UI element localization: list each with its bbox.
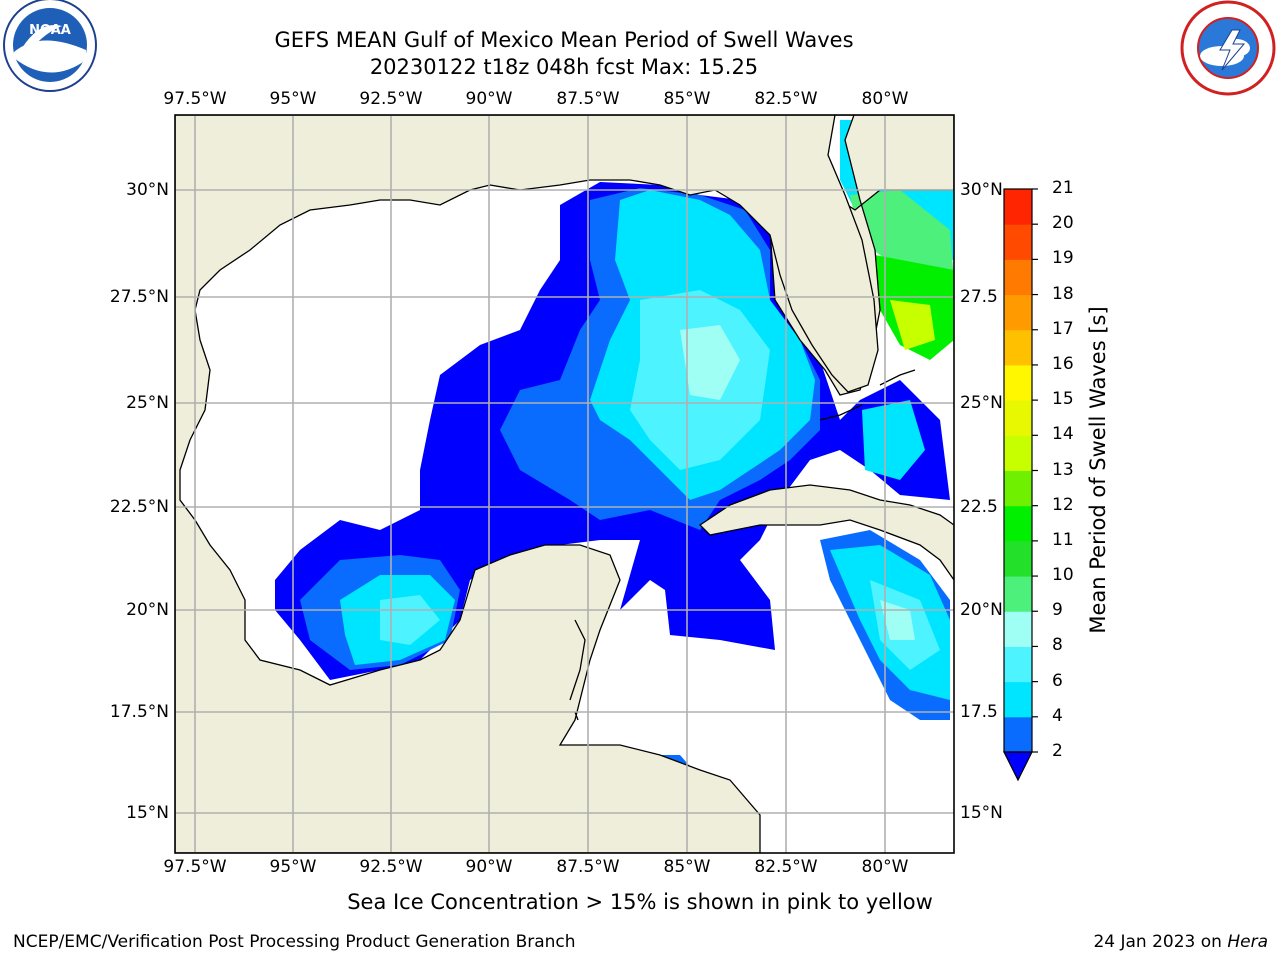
colorbar-bin bbox=[1004, 294, 1032, 331]
national-weather-service-logo bbox=[1180, 0, 1276, 96]
colorbar-bin bbox=[1004, 505, 1032, 542]
land-yucatan-belize-coast bbox=[569, 619, 586, 721]
render-host: Hera bbox=[1227, 932, 1268, 952]
land-florida-keys bbox=[819, 369, 916, 421]
lat-label-left: 25°N bbox=[126, 393, 169, 413]
lon-label-bottom: 80°W bbox=[861, 857, 909, 877]
colorbar-bin bbox=[1004, 259, 1032, 296]
colorbar-bin bbox=[1004, 646, 1032, 683]
colorbar-bin bbox=[1004, 576, 1032, 612]
colorbar-tick-label: 12 bbox=[1052, 494, 1074, 515]
colorbar-tick-label: 15 bbox=[1052, 389, 1074, 410]
lat-label-right: 15°N bbox=[960, 803, 1003, 823]
colorbar-tick-label: 8 bbox=[1052, 635, 1063, 656]
lon-label-top: 95°W bbox=[269, 89, 317, 109]
colorbar-tick-label: 16 bbox=[1052, 353, 1074, 374]
swell-field-4-6s bbox=[340, 120, 954, 772]
lon-label-bottom: 92.5°W bbox=[359, 857, 423, 877]
lat-label-right: 20°N bbox=[960, 600, 1003, 620]
lon-label-bottom: 95°W bbox=[269, 857, 317, 877]
lon-label-bottom: 90°W bbox=[465, 857, 513, 877]
colorbar-label: Mean Period of Swell Waves [s] bbox=[1086, 306, 1110, 634]
lon-label-top: 92.5°W bbox=[359, 89, 423, 109]
map-gridlines bbox=[175, 115, 954, 853]
swell-field-12-14s bbox=[890, 300, 935, 350]
lat-label-right: 22.5 bbox=[960, 497, 998, 517]
lat-label-right: 17.5 bbox=[960, 702, 998, 722]
noaa-logo: NOAA bbox=[3, 0, 97, 92]
map-panel bbox=[174, 114, 955, 854]
lat-label-left: 27.5°N bbox=[109, 287, 169, 307]
swell-field-6-8s bbox=[380, 290, 940, 670]
colorbar-tick-label: 11 bbox=[1052, 529, 1074, 550]
lon-label-top: 97.5°W bbox=[163, 89, 227, 109]
colorbar-tick-label: 20 bbox=[1052, 213, 1074, 234]
colorbar-bin bbox=[1004, 329, 1032, 366]
map-title: GEFS MEAN Gulf of Mexico Mean Period of … bbox=[274, 28, 854, 52]
colorbar-bin bbox=[1004, 681, 1032, 718]
lat-label-left: 22.5°N bbox=[109, 497, 169, 517]
noaa-logo-text: NOAA bbox=[29, 23, 71, 38]
sea-ice-note-text: Sea Ice Concentration > 15% is shown in … bbox=[347, 890, 933, 914]
colorbar-tick-label: 21 bbox=[1052, 178, 1074, 198]
lat-label-left: 20°N bbox=[126, 600, 169, 620]
lat-label-right: 25°N bbox=[960, 393, 1003, 413]
colorbar-extend-min bbox=[1003, 751, 1033, 782]
colorbar-tick-label: 18 bbox=[1052, 283, 1074, 304]
colorbar-tick-label: 9 bbox=[1052, 600, 1063, 621]
colorbar-tick-label: 13 bbox=[1052, 459, 1074, 480]
map-frame bbox=[174, 114, 955, 854]
colorbar-bin bbox=[1004, 435, 1032, 471]
render-date-text: 24 Jan 2023 on bbox=[1093, 932, 1222, 952]
colorbar-tick-label: 17 bbox=[1052, 318, 1074, 339]
colorbar-tick-label: 10 bbox=[1052, 565, 1074, 586]
lat-label-right: 30°N bbox=[960, 180, 1003, 200]
colorbar-bin bbox=[1004, 400, 1032, 436]
colorbar-tick-label: 4 bbox=[1052, 705, 1063, 726]
colorbar-tick-label: 19 bbox=[1052, 248, 1074, 269]
swell-field-8-9s bbox=[680, 325, 915, 640]
colorbar-bin bbox=[1004, 716, 1032, 753]
land-cuba bbox=[698, 484, 954, 582]
land-gulf-coast-us bbox=[175, 115, 879, 853]
colorbar-bin bbox=[1004, 224, 1032, 260]
render-date: 24 Jan 2023 on Hera bbox=[1093, 932, 1268, 952]
colorbar-tick-label: 2 bbox=[1052, 741, 1063, 761]
lat-label-right: 27.5 bbox=[960, 287, 998, 307]
colorbar-tick-label: 6 bbox=[1052, 670, 1063, 691]
lon-label-bottom: 85°W bbox=[663, 857, 711, 877]
sea-ice-note: Sea Ice Concentration > 15% is shown in … bbox=[0, 890, 1280, 914]
colorbar-tick-label: 14 bbox=[1052, 424, 1074, 445]
colorbar-bin bbox=[1004, 189, 1032, 225]
colorbar-bin bbox=[1004, 364, 1032, 401]
swell-field-9-10s bbox=[850, 190, 954, 280]
lon-label-top: 82.5°W bbox=[754, 89, 818, 109]
lat-label-left: 17.5°N bbox=[109, 702, 169, 722]
lat-label-left: 15°N bbox=[126, 803, 169, 823]
lon-label-bottom: 97.5°W bbox=[163, 857, 227, 877]
colorbar-bin bbox=[1004, 540, 1032, 577]
lon-label-bottom: 82.5°W bbox=[754, 857, 818, 877]
colorbar-bin bbox=[1004, 611, 1032, 647]
colorbar bbox=[1003, 188, 1038, 782]
colorbar-bin bbox=[1004, 470, 1032, 507]
lon-label-bottom: 87.5°W bbox=[556, 857, 620, 877]
lon-label-top: 90°W bbox=[465, 89, 513, 109]
lat-label-left: 30°N bbox=[126, 180, 169, 200]
lon-label-top: 85°W bbox=[663, 89, 711, 109]
lon-label-top: 80°W bbox=[861, 89, 909, 109]
credit-line: NCEP/EMC/Verification Post Processing Pr… bbox=[13, 932, 576, 952]
map-subtitle: 20230122 t18z 048h fcst Max: 15.25 bbox=[369, 55, 759, 79]
lon-label-top: 87.5°W bbox=[556, 89, 620, 109]
